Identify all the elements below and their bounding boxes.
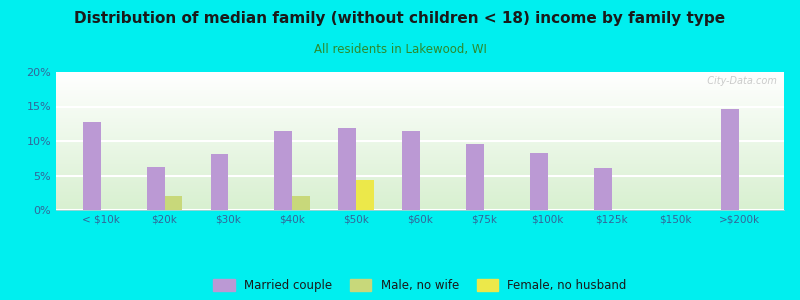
- Bar: [530, 153, 548, 210]
- Bar: [722, 109, 739, 210]
- Bar: [146, 167, 165, 210]
- Bar: [292, 196, 310, 210]
- Bar: [594, 168, 611, 210]
- Bar: [274, 130, 292, 210]
- Bar: [402, 131, 420, 210]
- Bar: [165, 196, 182, 210]
- Text: Distribution of median family (without children < 18) income by family type: Distribution of median family (without c…: [74, 11, 726, 26]
- Text: City-Data.com: City-Data.com: [701, 76, 777, 86]
- Legend: Married couple, Male, no wife, Female, no husband: Married couple, Male, no wife, Female, n…: [209, 274, 631, 296]
- Bar: [210, 154, 229, 210]
- Text: All residents in Lakewood, WI: All residents in Lakewood, WI: [314, 44, 486, 56]
- Bar: [466, 144, 484, 210]
- Bar: [338, 128, 356, 210]
- Bar: [83, 122, 101, 210]
- Bar: [356, 180, 374, 210]
